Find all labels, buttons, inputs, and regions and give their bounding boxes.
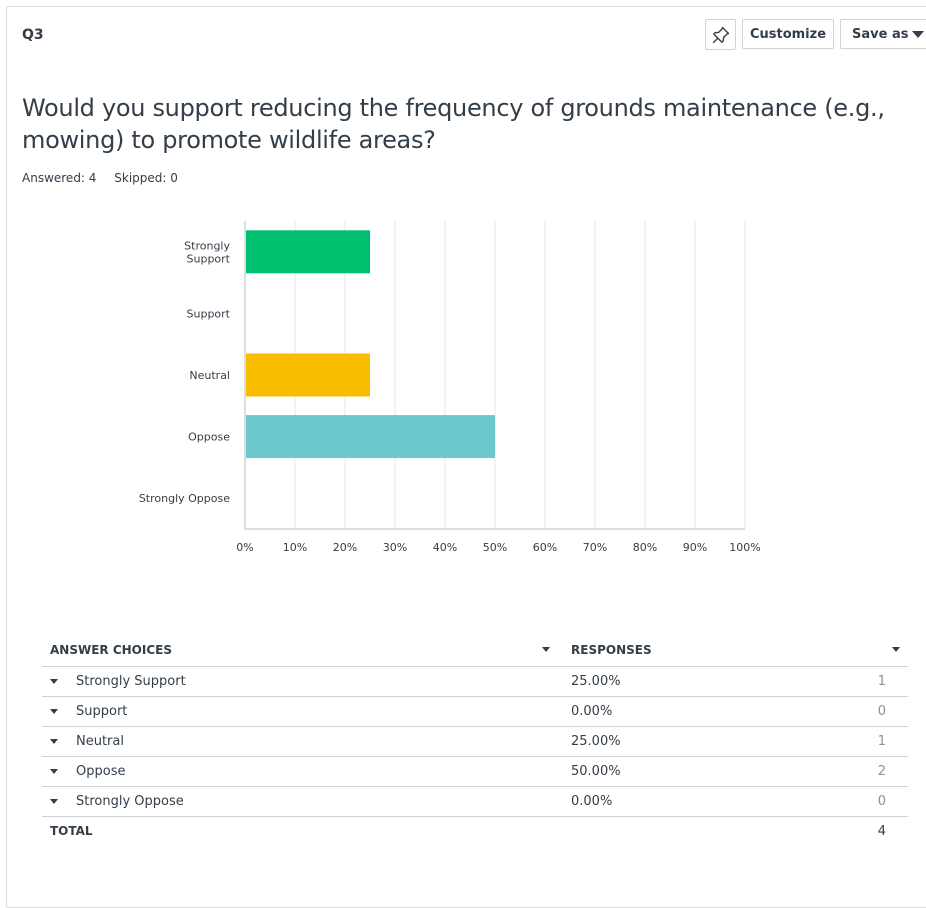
customize-button[interactable]: Customize xyxy=(742,19,834,49)
bar xyxy=(246,230,370,274)
answer-choice: Neutral xyxy=(76,734,124,749)
total-count: 4 xyxy=(877,824,886,839)
table-row: Support 0.00% 0 xyxy=(42,697,908,727)
x-tick-label: 90% xyxy=(683,541,707,554)
sort-choices-icon[interactable] xyxy=(542,647,550,652)
answer-choice: Oppose xyxy=(76,764,126,779)
pin-button[interactable] xyxy=(705,19,736,50)
expand-row-icon[interactable] xyxy=(50,769,58,774)
bar xyxy=(246,415,495,459)
response-count: 0 xyxy=(877,704,886,719)
response-percent: 25.00% xyxy=(571,674,621,689)
expand-row-icon[interactable] xyxy=(50,739,58,744)
bar-chart: 0% 10% 20% 30% 40% 50% 60% 70% 80% 90% 100% Strongl… xyxy=(139,221,761,554)
question-number: Q3 xyxy=(22,27,44,43)
response-count: 1 xyxy=(877,674,886,689)
answer-choice: Strongly Oppose xyxy=(76,794,184,809)
x-tick-label: 70% xyxy=(583,541,607,554)
response-percent: 0.00% xyxy=(571,704,613,719)
answer-table: ANSWER CHOICES RESPONSES Strongly Suppor… xyxy=(42,636,908,846)
total-label: TOTAL xyxy=(50,824,93,838)
category-label: Support xyxy=(187,252,231,265)
answer-choice: Strongly Support xyxy=(76,674,186,689)
category-label: Neutral xyxy=(189,369,230,382)
pin-icon xyxy=(712,26,729,43)
response-count: 0 xyxy=(877,794,886,809)
x-tick-label: 10% xyxy=(283,541,307,554)
table-row: Strongly Support 25.00% 1 xyxy=(42,667,908,697)
question-title: Would you support reducing the frequency… xyxy=(22,94,885,154)
save-as-label: Save as xyxy=(852,26,909,42)
x-tick-label: 60% xyxy=(533,541,557,554)
table-row: Neutral 25.00% 1 xyxy=(42,727,908,757)
response-count: 2 xyxy=(877,764,886,779)
x-tick-label: 20% xyxy=(333,541,357,554)
table-row: Strongly Oppose 0.00% 0 xyxy=(42,787,908,817)
total-row: TOTAL 4 xyxy=(42,817,908,846)
table-header: ANSWER CHOICES RESPONSES xyxy=(42,636,908,667)
chevron-down-icon xyxy=(912,30,925,38)
x-tick-label: 100% xyxy=(729,541,760,554)
x-tick-label: 40% xyxy=(433,541,457,554)
x-tick-label: 80% xyxy=(633,541,657,554)
sort-responses-icon[interactable] xyxy=(892,647,900,652)
category-label: Support xyxy=(187,307,231,320)
category-label: Strongly xyxy=(184,239,230,252)
answer-choices-header[interactable]: ANSWER CHOICES xyxy=(50,643,172,657)
responses-header[interactable]: RESPONSES xyxy=(571,643,652,657)
response-percent: 0.00% xyxy=(571,794,613,809)
response-count: 1 xyxy=(877,734,886,749)
response-stats: Answered: 4 Skipped: 0 xyxy=(22,171,192,185)
x-tick-label: 50% xyxy=(483,541,507,554)
category-label: Oppose xyxy=(188,431,230,444)
table-row: Oppose 50.00% 2 xyxy=(42,757,908,787)
bar xyxy=(246,353,370,397)
expand-row-icon[interactable] xyxy=(50,679,58,684)
category-label: Strongly Oppose xyxy=(139,492,230,505)
save-as-button[interactable]: Save as xyxy=(840,19,926,49)
skipped-count: Skipped: 0 xyxy=(114,171,178,185)
expand-row-icon[interactable] xyxy=(50,709,58,714)
x-tick-label: 30% xyxy=(383,541,407,554)
expand-row-icon[interactable] xyxy=(50,799,58,804)
x-tick-label: 0% xyxy=(236,541,253,554)
response-percent: 25.00% xyxy=(571,734,621,749)
answered-count: Answered: 4 xyxy=(22,171,97,185)
customize-label: Customize xyxy=(749,26,827,42)
response-percent: 50.00% xyxy=(571,764,621,779)
answer-choice: Support xyxy=(76,704,128,719)
